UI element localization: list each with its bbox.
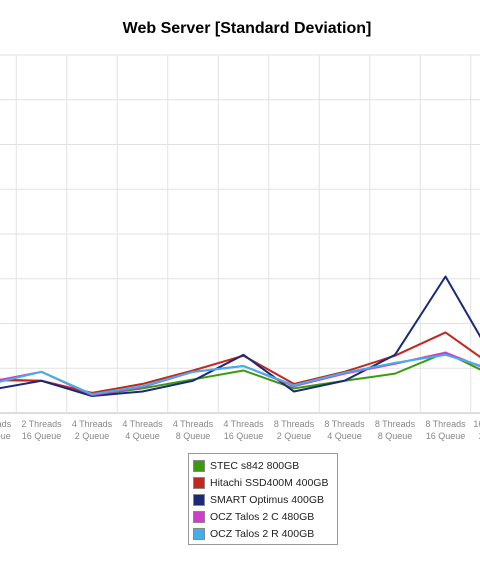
legend-item: OCZ Talos 2 R 400GB [193, 525, 333, 542]
x-tick-label: 2 Threads 16 Queue [21, 419, 62, 441]
chart-grid [0, 54, 480, 414]
legend-swatch [193, 459, 205, 472]
chart-series-lines [0, 275, 480, 397]
legend-label: Hitachi SSD400M 400GB [210, 476, 329, 489]
x-tick-label: 4 Threads 16 Queue [223, 419, 264, 441]
legend-item: Hitachi SSD400M 400GB [193, 474, 333, 491]
chart-title: Web Server [Standard Deviation] [122, 20, 372, 37]
legend-item: STEC s842 800GB [193, 457, 333, 474]
legend-item: OCZ Talos 2 C 480GB [193, 508, 333, 525]
x-tick-label: 8 Threads 8 Queue [375, 419, 416, 441]
x-tick-label: 8 Threads 2 Queue [274, 419, 315, 441]
legend-label: STEC s842 800GB [210, 459, 300, 472]
series-line-3 [0, 275, 480, 397]
legend-label: OCZ Talos 2 R 400GB [210, 527, 315, 540]
x-tick-label: 8 Threads 4 Queue [324, 419, 365, 441]
x-tick-label: 4 Threads 2 Queue [72, 419, 113, 441]
x-tick-label: 8 Threads 16 Queue [425, 419, 466, 441]
legend-label: SMART Optimus 400GB [210, 493, 324, 506]
chart-legend: STEC s842 800GB Hitachi SSD400M 400GB SMAR… [188, 453, 338, 545]
series-line-2 [0, 331, 480, 394]
legend-label: OCZ Talos 2 C 480GB [210, 510, 315, 523]
legend-swatch [193, 476, 205, 489]
x-tick-label: 4 Threads 4 Queue [122, 419, 163, 441]
legend-swatch [193, 510, 205, 523]
series-line-5 [0, 353, 480, 396]
legend-swatch [193, 527, 205, 540]
x-tick-label: 4 Threads 8 Queue [173, 419, 214, 441]
legend-item: SMART Optimus 400GB [193, 491, 333, 508]
legend-swatch [193, 493, 205, 506]
